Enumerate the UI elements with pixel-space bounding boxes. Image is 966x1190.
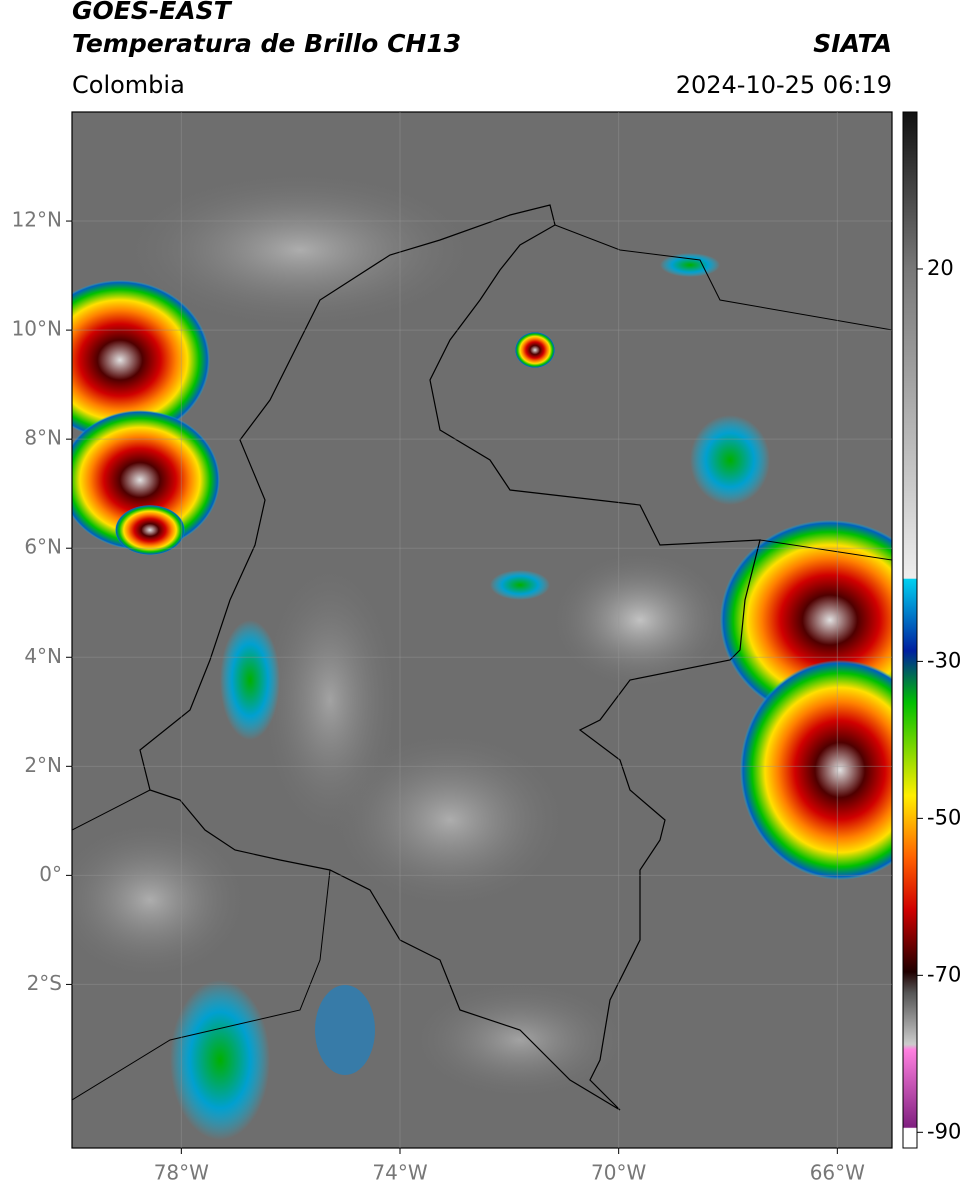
colorbar-tick-label: -30 bbox=[927, 648, 961, 672]
y-tick-label: 2°S bbox=[27, 971, 62, 995]
x-tick-label: 78°W bbox=[154, 1161, 209, 1185]
source: SIATA bbox=[813, 29, 892, 58]
x-tick-label: 70°W bbox=[591, 1161, 646, 1185]
colorbar bbox=[902, 111, 918, 1149]
colorbar-tick-label: -70 bbox=[927, 962, 961, 986]
y-tick-label: 10°N bbox=[12, 317, 62, 341]
y-tick-label: 8°N bbox=[24, 426, 62, 450]
colorbar-tick-label: -50 bbox=[927, 805, 961, 829]
y-tick-label: 2°N bbox=[24, 753, 62, 777]
y-tick-label: 0° bbox=[39, 862, 62, 886]
product: Temperatura de Brillo CH13 bbox=[72, 29, 461, 58]
x-tick-label: 74°W bbox=[372, 1161, 427, 1185]
colorbar-tick-label: -90 bbox=[927, 1119, 961, 1143]
map-frame bbox=[71, 111, 893, 1149]
colorbar-tick-label: 20 bbox=[927, 256, 954, 280]
x-tick-label: 66°W bbox=[810, 1161, 865, 1185]
y-tick-label: 12°N bbox=[12, 208, 62, 232]
satellite: GOES-EAST bbox=[72, 0, 233, 25]
y-tick-label: 4°N bbox=[24, 644, 62, 668]
satellite-image bbox=[72, 112, 892, 1148]
y-tick-label: 6°N bbox=[24, 535, 62, 559]
datetime: 2024-10-25 06:19 bbox=[676, 71, 892, 99]
region: Colombia bbox=[72, 71, 185, 99]
